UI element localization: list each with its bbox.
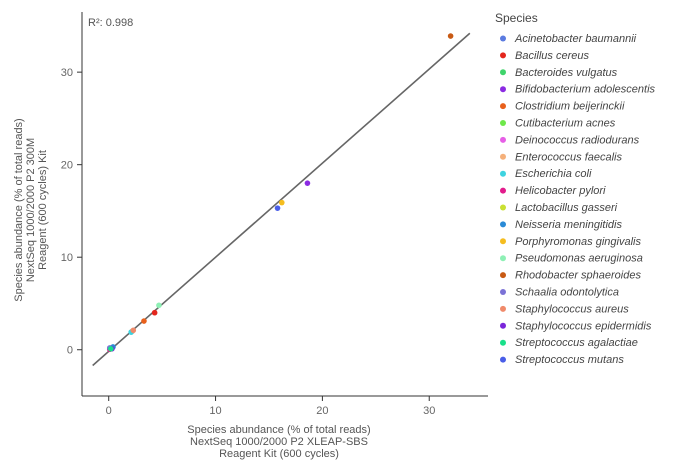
legend-label: Schaalia odontolytica (515, 287, 619, 299)
axes: 0 10 20 30 0 10 20 30 (61, 12, 488, 417)
data-point (447, 33, 454, 39)
x-axis-title-line: Reagent Kit (600 cycles) (219, 448, 339, 460)
x-tick-label: 30 (423, 405, 435, 417)
legend-marker (500, 339, 506, 346)
y-tick-label: 10 (61, 252, 73, 264)
legend-label: Neisseria meningitidis (515, 219, 622, 231)
legend-marker (500, 272, 506, 279)
y-axis-title-line: NextSeq 1000/2000 P2 300M (25, 138, 37, 282)
legend-label: Cutibacterium acnes (515, 118, 616, 130)
x-axis-title-line: NextSeq 1000/2000 P2 XLEAP-SBS (190, 436, 368, 448)
legend-marker (500, 221, 506, 228)
legend-marker (500, 120, 506, 126)
legend-marker (500, 35, 506, 42)
fit-line (92, 32, 471, 367)
legend-marker (500, 69, 506, 76)
legend: Species Acinetobacter baumannii Bacillus … (495, 11, 656, 366)
legend-label: Bacillus cereus (515, 50, 589, 62)
data-point (151, 309, 158, 316)
x-axis-title: Species abundance (% of total reads)Next… (187, 424, 370, 460)
data-point (141, 318, 147, 324)
x-tick-label: 10 (209, 405, 221, 417)
fit-line-group (92, 32, 471, 367)
data-point (274, 205, 281, 211)
x-tick-label: 0 (106, 405, 112, 417)
legend-label: Escherichia coli (515, 168, 592, 180)
legend-marker (500, 170, 506, 177)
legend-label: Lactobacillus gasseri (515, 202, 618, 214)
legend-marker (500, 305, 506, 312)
legend-marker (500, 136, 506, 143)
legend-label: Staphylococcus epidermidis (515, 320, 652, 332)
data-point (108, 346, 114, 352)
data-point (304, 180, 311, 186)
y-tick-label: 30 (61, 67, 73, 79)
legend-label: Bifidobacterium adolescentis (515, 84, 656, 96)
legend-label: Acinetobacter baumannii (514, 33, 637, 45)
legend-marker (500, 255, 506, 262)
y-tick-label: 0 (67, 345, 73, 357)
y-axis-title-line: Reagent (600 cycles) Kit (37, 150, 49, 270)
legend-label: Streptococcus mutans (515, 354, 624, 366)
legend-label: Enterococcus faecalis (515, 151, 622, 163)
legend-marker (500, 103, 506, 110)
legend-label: Pseudomonas aeruginosa (515, 253, 643, 265)
legend-label: Helicobacter pylori (515, 185, 606, 197)
legend-marker (500, 86, 506, 93)
data-point (130, 327, 137, 334)
data-point (278, 199, 285, 206)
legend-label: Porphyromonas gingivalis (515, 236, 641, 248)
data-point (156, 302, 162, 309)
legend-label: Clostridium beijerinckii (515, 101, 625, 113)
legend-label: Deinococcus radiodurans (515, 134, 640, 146)
y-axis-title-line: Species abundance (% of total reads) (13, 118, 25, 301)
legend-label: Rhodobacter sphaeroides (515, 270, 641, 282)
legend-marker (500, 187, 506, 194)
legend-label: Bacteroides vulgatus (515, 67, 618, 79)
x-axis-title-line: Species abundance (% of total reads) (187, 424, 370, 436)
legend-marker (500, 289, 506, 295)
legend-marker (500, 238, 506, 245)
legend-marker (500, 204, 506, 211)
legend-marker (500, 52, 506, 59)
y-tick-label: 20 (61, 160, 73, 172)
y-axis-title: Species abundance (% of total reads) Next… (13, 118, 49, 301)
legend-label: Streptococcus agalactiae (515, 337, 638, 349)
legend-marker (500, 322, 506, 329)
legend-title: Species (495, 11, 538, 25)
x-tick-label: 20 (316, 405, 328, 417)
r-squared-annotation: R²: 0.998 (88, 17, 133, 29)
data-points (106, 33, 454, 353)
legend-marker (500, 356, 506, 363)
legend-label: Staphylococcus aureus (515, 303, 629, 315)
legend-marker (500, 153, 506, 160)
